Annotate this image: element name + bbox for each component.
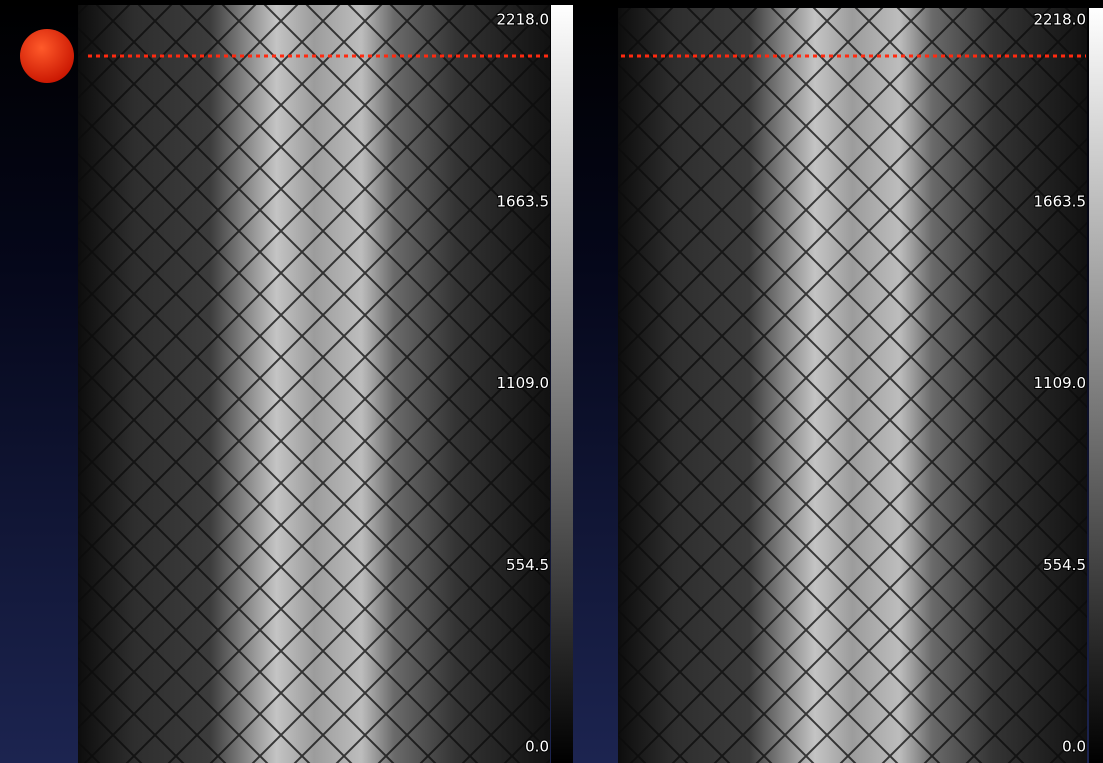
colorbar	[551, 5, 573, 763]
colorbar-tick-label: 554.5	[506, 556, 549, 574]
colorbar-tick-label: 2218.0	[1034, 11, 1087, 29]
colorbar-tick-label: 1109.0	[497, 374, 550, 392]
record-indicator	[20, 29, 74, 83]
tag-grid	[618, 8, 1087, 763]
screen: 2218.0 1663.5 1109.0 554.5 0.0 2218.0 1663.5 11…	[0, 0, 1103, 763]
colorbar-tick-label: 2218.0	[497, 11, 550, 29]
colorbar-tick-label: 0.0	[1062, 738, 1086, 756]
image-panel	[618, 8, 1103, 763]
colorbar-tick-label: 554.5	[1043, 556, 1086, 574]
tag-grid	[78, 5, 550, 763]
colorbar-tick-label: 0.0	[525, 738, 549, 756]
colorbar-tick-label: 1663.5	[497, 192, 550, 210]
colorbar-tick-label: 1663.5	[1034, 192, 1087, 210]
colorbar-tick-label: 1109.0	[1034, 374, 1087, 392]
colorbar	[1089, 8, 1103, 763]
